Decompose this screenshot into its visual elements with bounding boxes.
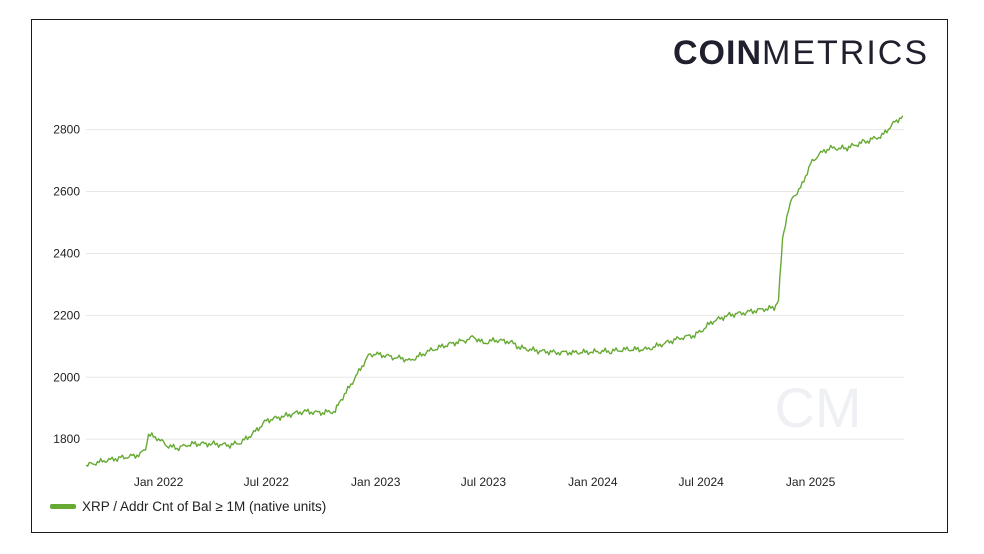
y-tick-label: 2400 (53, 246, 80, 260)
y-tick-label: 2200 (53, 308, 80, 322)
coinmetrics-logo: COINMETRICS (673, 34, 929, 73)
y-tick-label: 1800 (53, 432, 80, 446)
legend[interactable]: XRP / Addr Cnt of Bal ≥ 1M (native units… (50, 499, 326, 514)
gridlines (86, 129, 904, 440)
legend-swatch (50, 504, 76, 509)
legend-label: XRP / Addr Cnt of Bal ≥ 1M (native units… (82, 499, 327, 514)
x-tick-label: Jan 2024 (568, 475, 618, 489)
logo-strong-text: COIN (673, 34, 762, 72)
y-tick-label: 2600 (53, 185, 80, 199)
y-tick-label: 2000 (53, 370, 80, 384)
x-tick-label: Jul 2023 (461, 475, 507, 489)
watermark-cm: CM (774, 376, 861, 439)
y-axis: 1800 2000 2200 2400 2600 2800 (53, 123, 80, 446)
x-tick-label: Jul 2022 (244, 475, 290, 489)
x-tick-label: Jan 2022 (134, 475, 184, 489)
chart-frame: COINMETRICS (31, 19, 948, 533)
y-tick-label: 2800 (53, 123, 80, 137)
logo-light-text: METRICS (762, 34, 929, 72)
series-line (85, 115, 904, 467)
x-tick-label: Jan 2025 (786, 475, 836, 489)
x-axis: Jan 2022 Jul 2022 Jan 2023 Jul 2023 Jan 2024… (134, 475, 836, 489)
x-tick-label: Jan 2023 (351, 475, 401, 489)
x-tick-label: Jul 2024 (678, 475, 724, 489)
